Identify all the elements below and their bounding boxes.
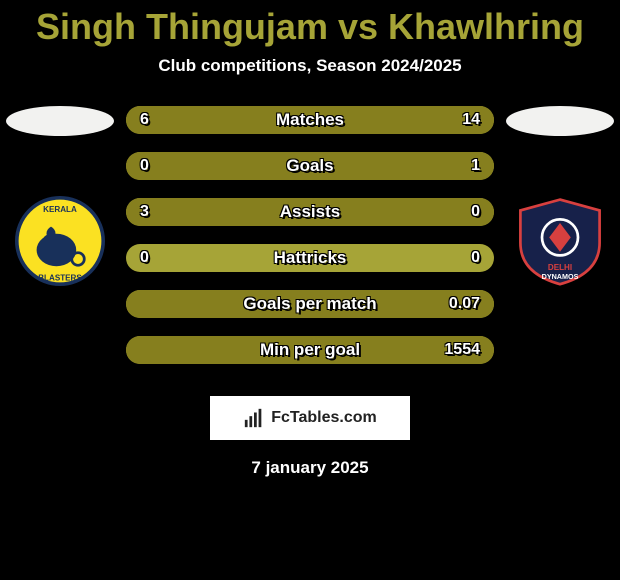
stat-row: Hattricks0 0 bbox=[126, 244, 494, 272]
left-side: KERALA BLASTERS bbox=[0, 106, 120, 290]
stat-value-left: 6 bbox=[140, 106, 149, 134]
stat-label: Min per goal bbox=[126, 336, 494, 364]
stat-value-right: 0 bbox=[471, 198, 480, 226]
watermark-text: FcTables.com bbox=[271, 409, 377, 427]
stat-row: Min per goal1554 bbox=[126, 336, 494, 364]
stat-value-right: 14 bbox=[462, 106, 480, 134]
stat-label: Goals per match bbox=[126, 290, 494, 318]
stat-value-left: 0 bbox=[140, 244, 149, 272]
stat-value-left: 3 bbox=[140, 198, 149, 226]
svg-text:DELHI: DELHI bbox=[548, 263, 572, 272]
stat-row: Goals per match0.07 bbox=[126, 290, 494, 318]
svg-text:DYNAMOS: DYNAMOS bbox=[542, 272, 579, 281]
page-subtitle: Club competitions, Season 2024/2025 bbox=[0, 56, 620, 76]
left-player-photo bbox=[6, 106, 114, 136]
right-side: DELHI DYNAMOS bbox=[500, 106, 620, 290]
watermark: FcTables.com bbox=[210, 396, 410, 440]
stat-label: Assists bbox=[126, 198, 494, 226]
svg-text:KERALA: KERALA bbox=[43, 205, 77, 214]
bars: Matches614Goals01Assists30Hattricks00Goa… bbox=[120, 106, 500, 382]
right-player-photo bbox=[506, 106, 614, 136]
stat-label: Hattricks bbox=[126, 244, 494, 272]
stat-row: Goals0 1 bbox=[126, 152, 494, 180]
stat-label: Matches bbox=[126, 106, 494, 134]
date: 7 january 2025 bbox=[0, 458, 620, 478]
main: KERALA BLASTERS Matches614Goals01Assists… bbox=[0, 106, 620, 382]
stat-value-left: 0 bbox=[140, 152, 149, 180]
stat-row: Assists3 0 bbox=[126, 198, 494, 226]
stat-value-right: 0.07 bbox=[449, 290, 480, 318]
stat-value-right: 1 bbox=[471, 152, 480, 180]
stat-value-right: 0 bbox=[471, 244, 480, 272]
left-team-crest: KERALA BLASTERS bbox=[11, 192, 109, 290]
stat-row: Matches6 14 bbox=[126, 106, 494, 134]
chart-icon bbox=[243, 407, 265, 429]
stat-value-right: 1554 bbox=[444, 336, 480, 364]
page-title: Singh Thingujam vs Khawlhring bbox=[0, 0, 620, 48]
svg-text:BLASTERS: BLASTERS bbox=[38, 274, 82, 283]
right-team-crest: DELHI DYNAMOS bbox=[511, 192, 609, 290]
stat-label: Goals bbox=[126, 152, 494, 180]
